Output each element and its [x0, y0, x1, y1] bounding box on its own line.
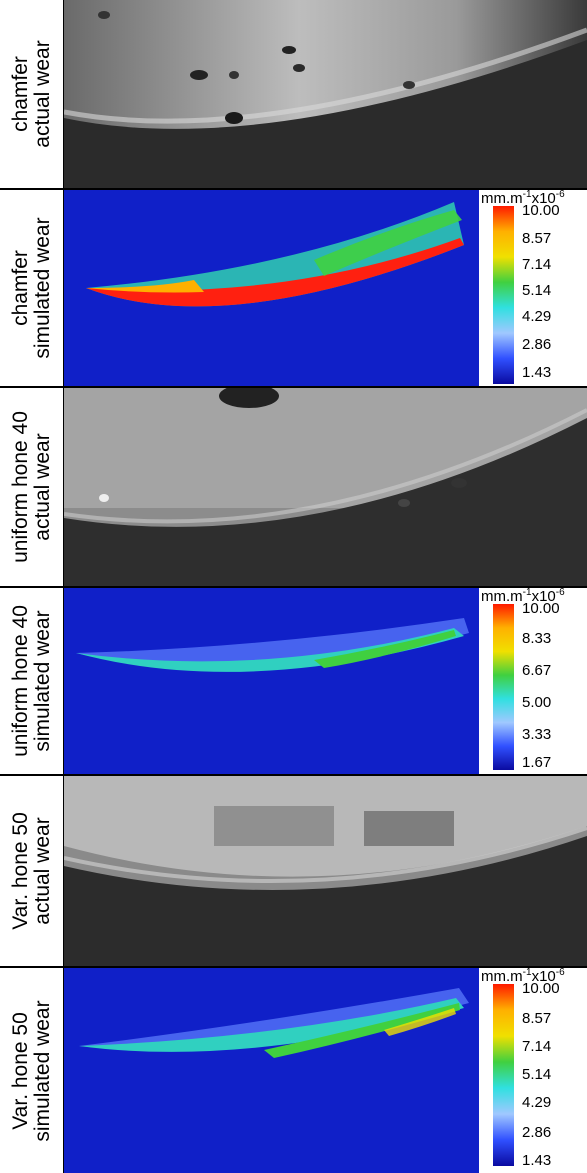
colorbar-tick: 2.86	[522, 336, 552, 353]
simulated-wear-plot: mm.m-1x10-6 10.00 8.33 6.67 5.00 3.33 1.…	[64, 588, 587, 774]
colorbar-tick: 10.00	[522, 202, 560, 219]
panel-var-hone-actual: Var. hone 50 actual wear	[0, 776, 587, 966]
panel-chamfer-simulated: chamfer simulated wear mm.m-1x10-6 10.00…	[0, 190, 587, 386]
colorbar-tick: 8.57	[522, 230, 552, 247]
colorbar: mm.m-1x10-6 10.00 8.33 6.67 5.00 3.33 1.…	[479, 588, 587, 774]
panel-uniform-hone-simulated: uniform hone 40 simulated wear mm.m-1x10…	[0, 588, 587, 774]
colorbar-tick: 2.86	[522, 1124, 552, 1141]
row-label-line2: actual wear	[31, 433, 54, 541]
colorbar-tick: 4.29	[522, 308, 552, 325]
panel-uniform-hone-actual: uniform hone 40 actual wear	[0, 388, 587, 586]
row-label-line2: simulated wear	[31, 217, 54, 359]
colorbar-tick: 10.00	[522, 600, 560, 617]
colorbar-tick: 8.57	[522, 1010, 552, 1027]
actual-wear-photo	[64, 0, 587, 188]
row-label: Var. hone 50 actual wear	[0, 776, 64, 966]
colorbar: mm.m-1x10-6 10.00 8.57 7.14 5.14 4.29 2.…	[479, 190, 587, 386]
row-label: chamfer simulated wear	[0, 190, 64, 386]
colorbar: mm.m-1x10-6 10.00 8.57 7.14 5.14 4.29 2.…	[479, 968, 587, 1173]
simulated-wear-plot: mm.m-1x10-6 10.00 8.57 7.14 5.14 4.29 2.…	[64, 190, 587, 386]
colorbar-tick: 1.43	[522, 1152, 552, 1169]
row-label-line1: chamfer	[9, 250, 32, 326]
colorbar-tick: 7.14	[522, 1038, 552, 1055]
colorbar-tick: 4.29	[522, 1094, 552, 1111]
colorbar-tick: 6.67	[522, 662, 552, 679]
row-label-line2: actual wear	[31, 817, 54, 925]
row-label-line1: uniform hone 40	[9, 411, 32, 563]
row-label-line1: chamfer	[9, 56, 32, 132]
colorbar-unit: mm.m-1x10-6	[481, 588, 565, 605]
colorbar-tick: 7.14	[522, 256, 552, 273]
colorbar-unit: mm.m-1x10-6	[481, 968, 565, 985]
row-label-line1: uniform hone 40	[9, 605, 32, 757]
colorbar-tick: 1.67	[522, 754, 552, 771]
colorbar-tick: 8.33	[522, 630, 552, 647]
colorbar-tick: 5.00	[522, 694, 552, 711]
simulated-wear-plot: mm.m-1x10-6 10.00 8.57 7.14 5.14 4.29 2.…	[64, 968, 587, 1173]
colorbar-tick: 3.33	[522, 726, 552, 743]
colorbar-tick: 5.14	[522, 1066, 552, 1083]
actual-wear-photo	[64, 388, 587, 586]
row-label: Var. hone 50 simulated wear	[0, 968, 64, 1173]
actual-wear-photo	[64, 776, 587, 966]
row-label-line1: Var. hone 50	[9, 1011, 32, 1130]
panel-var-hone-simulated: Var. hone 50 simulated wear mm.m-1x10-6 …	[0, 968, 587, 1173]
row-label-line2: simulated wear	[31, 999, 54, 1142]
colorbar-unit: mm.m-1x10-6	[481, 190, 565, 207]
row-label: uniform hone 40 simulated wear	[0, 588, 64, 774]
row-label-line2: simulated wear	[31, 610, 54, 752]
colorbar-tick: 1.43	[522, 364, 552, 381]
row-label: uniform hone 40 actual wear	[0, 388, 64, 586]
row-label-line1: Var. hone 50	[9, 812, 32, 930]
colorbar-tick: 5.14	[522, 282, 552, 299]
row-label-line2: actual wear	[31, 40, 54, 148]
colorbar-tick: 10.00	[522, 980, 560, 997]
row-label: chamfer actual wear	[0, 0, 64, 188]
panel-chamfer-actual: chamfer actual wear	[0, 0, 587, 188]
